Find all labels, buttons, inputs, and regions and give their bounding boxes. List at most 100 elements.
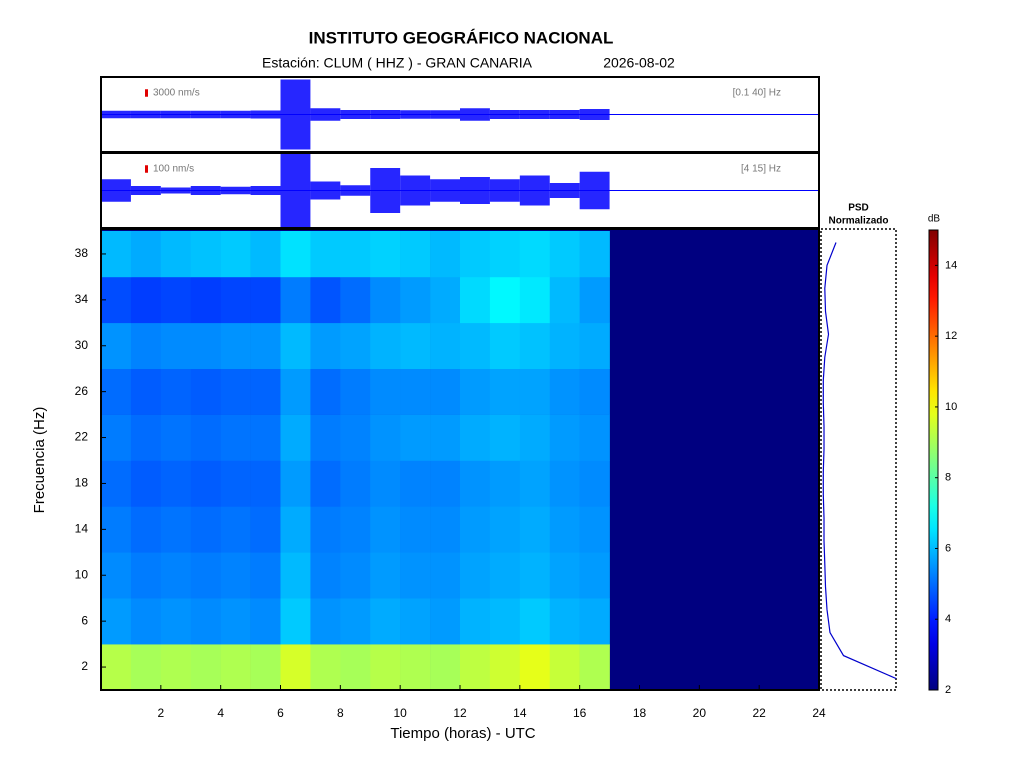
y-tick-label: 14 (75, 522, 89, 536)
heatmap-cell (190, 552, 221, 599)
trace-envelope (460, 108, 490, 121)
heatmap-cell (220, 368, 251, 415)
scale-label: 3000 nm/s (153, 88, 200, 99)
x-tick-label: 4 (217, 706, 224, 720)
heatmap-cell (101, 231, 132, 278)
heatmap-cell (160, 368, 192, 415)
colorbar-tick-label: 2 (945, 684, 951, 696)
heatmap-cell (430, 322, 461, 369)
heatmap-cell (519, 414, 551, 461)
trace-envelope (250, 110, 281, 119)
heatmap-cell (101, 644, 132, 691)
heatmap-cell (280, 598, 311, 645)
heatmap-cell (489, 368, 521, 415)
heatmap-cell (340, 506, 371, 553)
heatmap-cell (430, 552, 461, 599)
heatmap-cell (400, 276, 431, 324)
heatmap-cell (340, 598, 371, 645)
x-axis-label: Tiempo (horas) - UTC (390, 725, 535, 742)
heatmap-cell (250, 368, 281, 415)
heatmap-cell (220, 598, 251, 645)
heatmap-cell (250, 322, 281, 369)
trace-envelope (280, 153, 311, 228)
heatmap-cell (250, 552, 281, 599)
trace-envelope (130, 186, 161, 195)
heatmap-cell (549, 414, 580, 461)
scale-bar (145, 165, 148, 173)
heatmap-cell (190, 460, 221, 507)
heatmap-cell (250, 644, 281, 691)
heatmap-cell (101, 322, 132, 369)
heatmap-cell (370, 231, 401, 278)
trace-envelope (430, 179, 460, 202)
heatmap-cell (430, 368, 461, 415)
heatmap-cell (519, 368, 551, 415)
heatmap-cell (519, 552, 551, 599)
heatmap-cell (519, 231, 551, 278)
heatmap-cell (190, 414, 221, 461)
heatmap-cell (101, 276, 132, 324)
heatmap-cell (160, 506, 192, 553)
trace-envelope (280, 79, 311, 150)
heatmap-cell (430, 231, 461, 278)
heatmap-cell (549, 322, 580, 369)
heatmap-cell (549, 460, 580, 507)
date: 2026-08-02 (603, 55, 675, 71)
heatmap-cell (130, 368, 162, 415)
heatmap-cell (489, 414, 521, 461)
heatmap-cell (400, 414, 431, 461)
heatmap-cell (220, 644, 251, 691)
heatmap-cell (489, 460, 521, 507)
y-tick-label: 2 (81, 659, 88, 673)
heatmap-cell (370, 506, 401, 553)
heatmap-cell (370, 276, 401, 324)
trace-envelope (160, 187, 191, 194)
heatmap-cell (549, 506, 580, 553)
heatmap-cell (310, 644, 341, 691)
heatmap-cell (400, 644, 431, 691)
heatmap-cell (340, 368, 371, 415)
x-tick-label: 14 (513, 706, 527, 720)
trace-envelope (101, 110, 131, 119)
heatmap-cell (370, 460, 401, 507)
heatmap-cell (460, 506, 491, 553)
heatmap-cell (160, 414, 192, 461)
heatmap-cell (190, 506, 221, 553)
heatmap-cell (250, 460, 281, 507)
trace-envelope (549, 183, 580, 198)
heatmap-cell (220, 552, 251, 599)
band-label: [0.1 40] Hz (733, 88, 781, 99)
scale-label: 100 nm/s (153, 164, 194, 175)
heatmap-cell (370, 414, 401, 461)
trace-envelope (220, 110, 251, 119)
trace-envelope (340, 110, 371, 119)
heatmap-cell (310, 276, 341, 324)
heatmap-cell (430, 506, 461, 553)
x-tick-label: 16 (573, 706, 587, 720)
trace-envelope (579, 109, 610, 120)
heatmap-cell (519, 276, 551, 324)
heatmap-cell (579, 598, 610, 645)
heatmap-cell (130, 414, 162, 461)
heatmap-cell (430, 460, 461, 507)
colorbar-tick-label: 8 (945, 472, 951, 484)
heatmap-cell (190, 276, 221, 324)
heatmap-cell (280, 460, 311, 507)
heatmap-cell (370, 322, 401, 369)
trace-envelope (160, 110, 191, 119)
x-tick-label: 10 (393, 706, 407, 720)
heatmap-cell (430, 414, 461, 461)
heatmap-cell (340, 460, 371, 507)
heatmap-cell (340, 276, 371, 324)
heatmap-cell (220, 460, 251, 507)
y-tick-label: 26 (75, 384, 89, 398)
x-tick-label: 6 (277, 706, 284, 720)
heatmap-cell (310, 506, 341, 553)
heatmap-cell (460, 276, 491, 324)
trace-envelope (519, 110, 550, 119)
heatmap-cell (489, 598, 521, 645)
heatmap-cell (310, 460, 341, 507)
heatmap-cell (549, 644, 580, 691)
colorbar-label: dB (928, 214, 941, 225)
heatmap-cell (549, 598, 580, 645)
